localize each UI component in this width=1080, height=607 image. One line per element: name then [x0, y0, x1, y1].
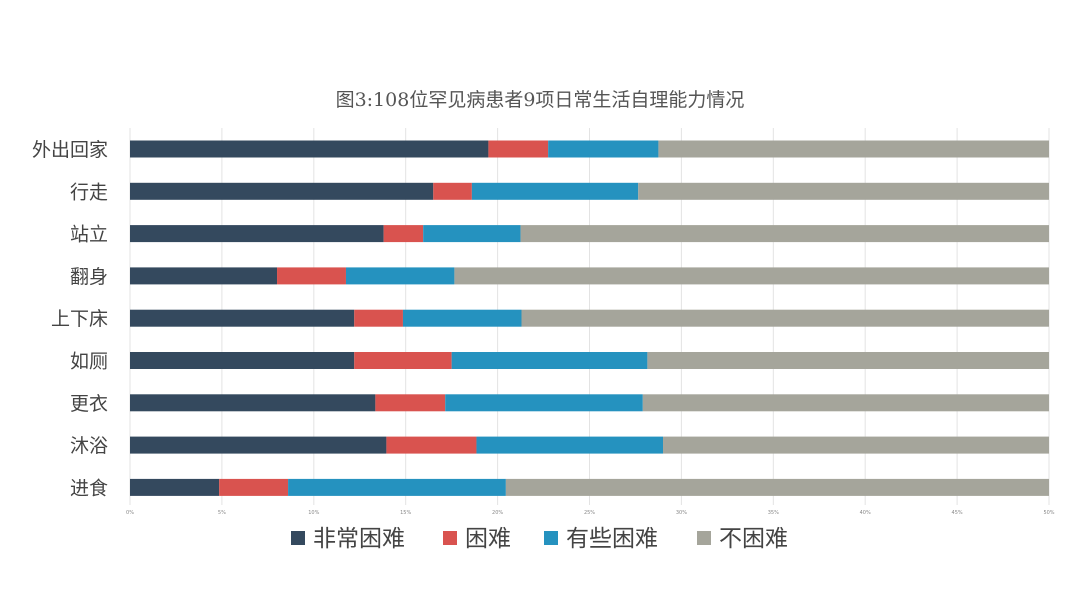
x-tick-label: 45%	[952, 510, 963, 516]
bar-segment	[130, 182, 434, 200]
legend-label: 不困难	[719, 526, 788, 552]
legend-label: 非常困难	[313, 526, 405, 552]
legend-swatch	[697, 531, 711, 545]
bar-segment	[642, 394, 1049, 412]
bar-segment	[658, 140, 1049, 158]
x-tick-label: 5%	[218, 510, 226, 516]
bar-segment	[130, 478, 220, 496]
x-tick-label: 0%	[126, 510, 134, 516]
bars	[130, 140, 1050, 496]
bar-segment	[471, 182, 639, 200]
legend-item: 非常困难	[291, 526, 405, 552]
bar-segment	[130, 309, 355, 327]
bar-segment	[288, 478, 506, 496]
bar-segment	[130, 140, 489, 158]
bar-segment	[354, 352, 452, 369]
legend-swatch	[544, 531, 558, 545]
x-tick-label: 15%	[400, 510, 411, 516]
chart-title: 图3:108位罕见病患者9项日常生活自理能力情况	[336, 89, 745, 111]
x-tick-label: 30%	[676, 510, 687, 516]
bar-segment	[647, 352, 1049, 369]
x-tick-label: 40%	[860, 510, 871, 516]
bar-segment	[423, 225, 521, 243]
bar-segment	[505, 478, 1050, 496]
bar-segment	[402, 309, 522, 327]
bar-segment	[454, 267, 1050, 285]
bar-segment	[383, 225, 424, 243]
x-tick-label: 50%	[1043, 510, 1054, 516]
x-axis-ticks: 0% 5% 10% 15% 20% 25% 30% 35% 40% 45% 50%	[126, 510, 1055, 516]
bar-segment	[277, 267, 346, 285]
legend-swatch	[443, 531, 457, 545]
category-label: 如厕	[70, 351, 108, 373]
bar-segment	[345, 267, 455, 285]
bar-segment	[548, 140, 659, 158]
bar-segment	[476, 436, 664, 454]
legend-label: 有些困难	[566, 526, 658, 552]
bar-segment	[433, 182, 472, 200]
bar-segment	[130, 352, 355, 369]
bar-segment	[130, 394, 376, 412]
x-tick-label: 10%	[308, 510, 319, 516]
category-label: 翻身	[70, 266, 108, 288]
x-tick-label: 20%	[492, 510, 503, 516]
category-label: 外出回家	[32, 139, 108, 161]
bar-segment	[386, 436, 477, 454]
bar-segment	[521, 309, 1049, 327]
legend-item: 困难	[443, 526, 511, 552]
x-tick-label: 35%	[768, 510, 779, 516]
category-label: 进食	[70, 477, 108, 499]
category-label: 沐浴	[70, 435, 108, 457]
bar-segment	[663, 436, 1049, 454]
legend-label: 困难	[465, 526, 511, 552]
legend-item: 不困难	[697, 526, 788, 552]
legend-swatch	[291, 531, 305, 545]
bar-segment	[130, 436, 387, 454]
category-label: 站立	[70, 224, 108, 246]
bar-segment	[130, 225, 384, 243]
legend-item: 有些困难	[544, 526, 658, 552]
bar-segment	[375, 394, 446, 412]
bar-segment	[445, 394, 643, 412]
x-tick-label: 25%	[584, 510, 595, 516]
bar-segment	[354, 309, 403, 327]
bar-segment	[451, 352, 648, 369]
category-label: 行走	[70, 181, 108, 203]
category-label: 上下床	[51, 308, 108, 330]
legend: 非常困难 困难 有些困难 不困难	[291, 526, 788, 552]
bar-segment	[488, 140, 549, 158]
category-label: 更衣	[70, 393, 108, 415]
bar-segment	[520, 225, 1049, 243]
bar-segment	[219, 478, 289, 496]
bar-segment	[130, 267, 278, 285]
bar-segment	[638, 182, 1049, 200]
